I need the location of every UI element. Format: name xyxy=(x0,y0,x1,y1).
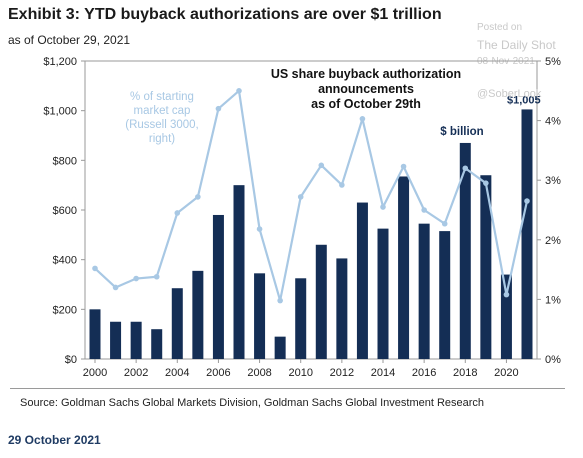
line-point-2010 xyxy=(297,194,304,200)
watermark-daily-shot: The Daily Shot xyxy=(477,38,556,52)
line-point-2014 xyxy=(380,204,386,210)
bar-2004 xyxy=(171,288,183,359)
bar-2003 xyxy=(151,329,163,359)
footer-date: 29 October 2021 xyxy=(8,433,101,447)
y-right-tick-label: 2% xyxy=(545,235,561,247)
line-point-2000 xyxy=(92,265,98,272)
chart-subtitle: as of October 29, 2021 xyxy=(8,33,131,47)
line-point-2005 xyxy=(195,194,201,200)
bar-2008 xyxy=(254,273,266,359)
x-tick-label: 2012 xyxy=(330,367,354,379)
line-point-2009 xyxy=(277,297,283,304)
bar-2018 xyxy=(459,142,471,359)
bar-2016 xyxy=(418,223,430,359)
bar-2007 xyxy=(233,185,245,359)
bar-2001 xyxy=(110,321,122,359)
y-left-tick-label: $200 xyxy=(53,304,77,316)
y-right-tick-label: 0% xyxy=(545,354,561,366)
y-left-tick-label: $1,000 xyxy=(43,106,77,118)
x-tick-label: 2016 xyxy=(412,367,436,379)
line-point-2004 xyxy=(174,210,181,216)
chart-inner-title-line-3: as of October 29th xyxy=(311,97,421,111)
bar-2010 xyxy=(295,278,307,359)
bar-series-label: $ billion xyxy=(440,126,483,138)
line-point-2021 xyxy=(524,198,530,204)
bar-2002 xyxy=(130,321,142,359)
line-point-2006 xyxy=(215,105,222,112)
line-series-label-line-3: (Russell 3000, xyxy=(125,119,199,131)
bar-2015 xyxy=(398,176,410,359)
line-point-2008 xyxy=(256,226,263,232)
y-left-tick-label: $800 xyxy=(53,155,77,167)
bar-2020 xyxy=(500,274,512,359)
y-right-tick-label: 3% xyxy=(545,175,561,187)
line-series-label-line-1: % of starting xyxy=(130,91,194,103)
x-tick-label: 2000 xyxy=(83,367,107,379)
line-point-2012 xyxy=(339,182,345,188)
bar-2006 xyxy=(212,214,224,359)
x-tick-label: 2006 xyxy=(206,367,230,379)
line-point-2003 xyxy=(153,273,160,280)
line-point-2007 xyxy=(236,88,242,94)
chart-inner-title-line-1: US share buyback authorization xyxy=(271,67,461,81)
line-point-2011 xyxy=(318,162,325,169)
bar-2021 xyxy=(521,109,533,359)
line-series-label-line-2: market cap xyxy=(134,105,191,117)
x-tick-label: 2010 xyxy=(288,367,312,379)
bar-2005 xyxy=(192,270,204,359)
y-right-tick-label: 4% xyxy=(545,116,561,128)
line-point-2018 xyxy=(462,165,469,172)
bar-2014 xyxy=(377,228,389,359)
source-divider xyxy=(10,388,565,389)
chart-exhibit-title: Exhibit 3: YTD buyback authorizations ar… xyxy=(8,6,442,23)
x-tick-label: 2004 xyxy=(165,367,189,379)
line-point-2013 xyxy=(359,116,366,122)
y-left-tick-label: $600 xyxy=(53,205,77,217)
bar-data-label-2021: $1,005 xyxy=(507,94,541,106)
chart-inner-title-line-2: announcements xyxy=(318,82,414,96)
market-cap-line xyxy=(94,89,529,302)
line-point-2002 xyxy=(133,275,139,282)
y-right-tick-label: 1% xyxy=(545,294,561,306)
source-note: Source: Goldman Sachs Global Markets Div… xyxy=(20,397,485,409)
x-tick-label: 2014 xyxy=(371,367,395,379)
line-series-label-line-4: right) xyxy=(149,133,175,145)
bar-2009 xyxy=(274,336,286,359)
y-left-tick-label: $400 xyxy=(53,255,77,267)
x-tick-label: 2020 xyxy=(494,367,518,379)
watermark-posted-on: Posted on xyxy=(477,22,523,33)
line-point-2001 xyxy=(112,284,119,291)
bar-2012 xyxy=(336,258,348,359)
x-tick-label: 2018 xyxy=(453,367,477,379)
y-left-tick-label: $0 xyxy=(65,354,77,366)
line-point-2019 xyxy=(483,180,489,186)
watermark-handle: @SoberLook xyxy=(477,88,542,100)
line-point-2017 xyxy=(441,220,448,227)
line-point-2020 xyxy=(503,291,510,298)
line-point-2015 xyxy=(400,163,407,170)
y-right-tick-label: 5% xyxy=(545,56,561,68)
x-tick-label: 2002 xyxy=(124,367,148,379)
bar-2013 xyxy=(356,202,368,359)
y-left-tick-label: $1,200 xyxy=(43,56,77,68)
line-point-2016 xyxy=(421,207,427,213)
bar-2019 xyxy=(480,175,492,359)
x-tick-label: 2008 xyxy=(247,367,271,379)
bar-2000 xyxy=(89,309,101,359)
bar-2017 xyxy=(439,231,451,359)
bar-2011 xyxy=(315,244,327,359)
